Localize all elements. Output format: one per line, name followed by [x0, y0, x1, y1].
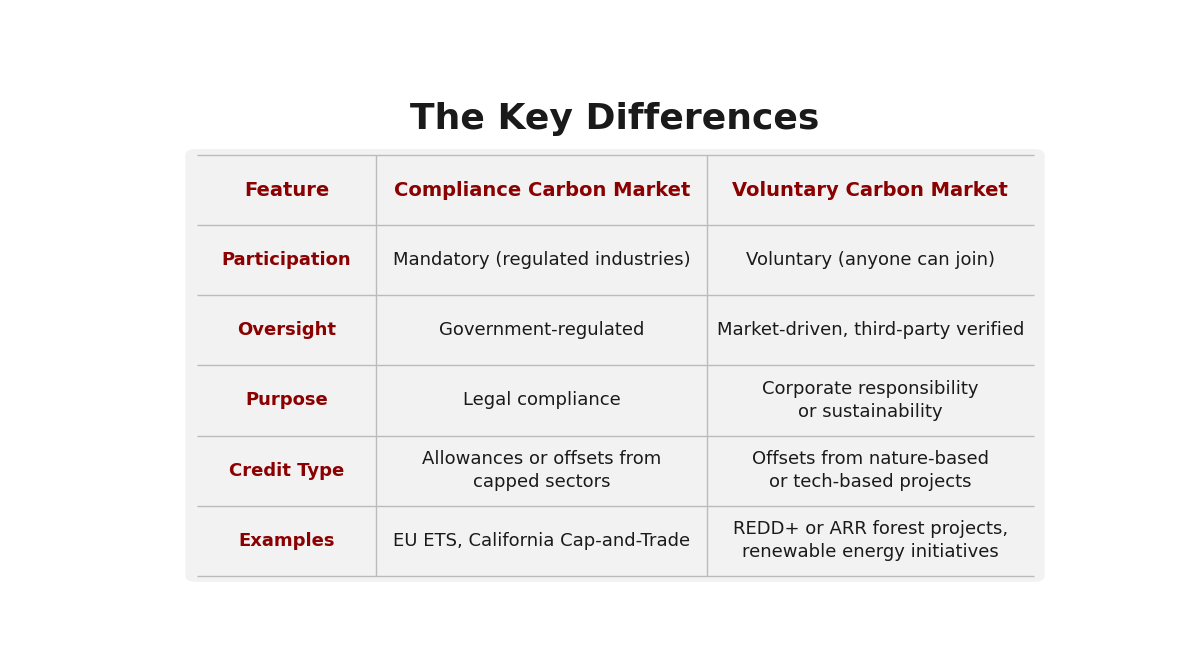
Text: Examples: Examples — [239, 531, 335, 549]
Text: Compliance Carbon Market: Compliance Carbon Market — [394, 181, 690, 200]
Text: Feature: Feature — [244, 181, 329, 200]
Text: Voluntary (anyone can join): Voluntary (anyone can join) — [745, 251, 995, 269]
Text: REDD+ or ARR forest projects,
renewable energy initiatives: REDD+ or ARR forest projects, renewable … — [733, 520, 1008, 561]
Text: Credit Type: Credit Type — [229, 462, 344, 480]
Text: Offsets from nature-based
or tech-based projects: Offsets from nature-based or tech-based … — [751, 450, 989, 491]
Text: The Key Differences: The Key Differences — [410, 102, 820, 136]
Text: Legal compliance: Legal compliance — [463, 391, 620, 409]
Text: Voluntary Carbon Market: Voluntary Carbon Market — [732, 181, 1008, 200]
Text: Government-regulated: Government-regulated — [439, 322, 644, 340]
Text: Mandatory (regulated industries): Mandatory (regulated industries) — [392, 251, 690, 269]
Text: Participation: Participation — [222, 251, 352, 269]
Text: Market-driven, third-party verified: Market-driven, third-party verified — [716, 322, 1024, 340]
Text: Purpose: Purpose — [245, 391, 328, 409]
Text: Oversight: Oversight — [236, 322, 336, 340]
Text: EU ETS, California Cap-and-Trade: EU ETS, California Cap-and-Trade — [394, 531, 690, 549]
Text: Allowances or offsets from
capped sectors: Allowances or offsets from capped sector… — [422, 450, 661, 491]
FancyBboxPatch shape — [185, 149, 1045, 582]
Text: Corporate responsibility
or sustainability: Corporate responsibility or sustainabili… — [762, 380, 978, 421]
